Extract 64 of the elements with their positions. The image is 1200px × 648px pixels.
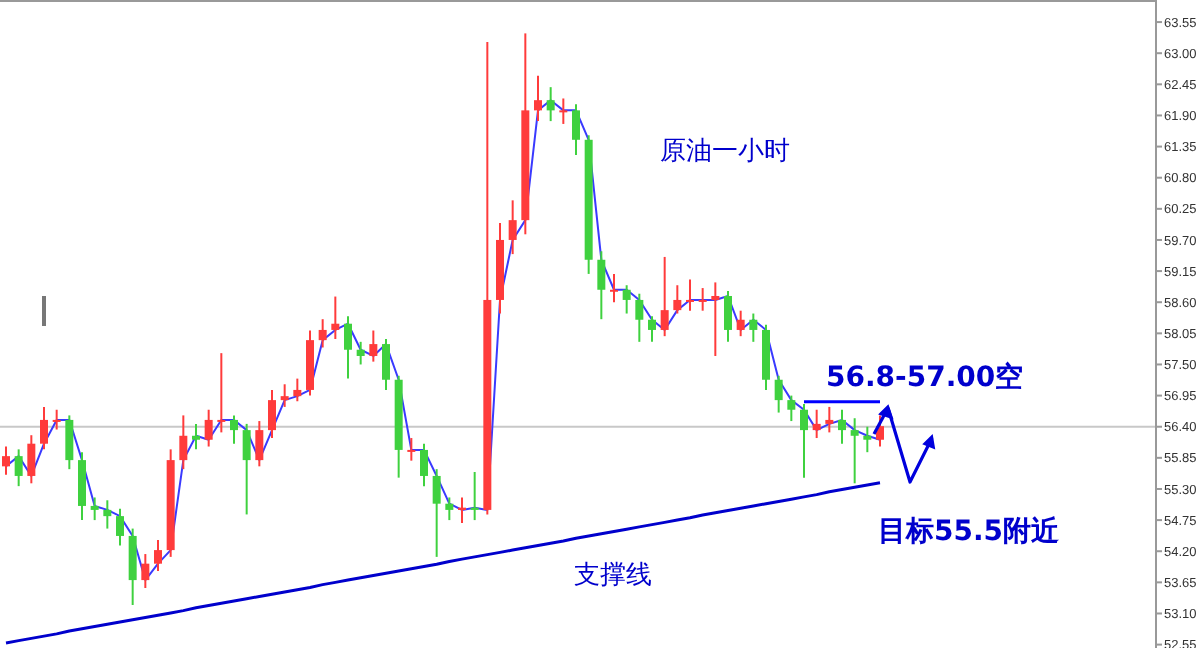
candlestick — [635, 292, 644, 343]
candlestick — [724, 289, 732, 343]
candlestick — [2, 445, 10, 476]
candlestick — [774, 374, 783, 414]
line-series — [4, 481, 882, 645]
candlestick — [344, 315, 352, 380]
candlestick — [673, 284, 682, 315]
candlestick — [280, 383, 289, 408]
candlestick — [103, 499, 112, 530]
candlestick — [838, 408, 846, 445]
annotation: 原油一小时 — [660, 137, 790, 168]
candlestick — [800, 403, 808, 479]
candlestick — [559, 97, 568, 125]
candlestick — [736, 309, 745, 338]
candlestick — [40, 405, 48, 451]
candlestick — [293, 377, 302, 403]
candlestick — [508, 199, 517, 256]
candlestick — [407, 437, 416, 462]
candlestick — [382, 338, 390, 391]
candlestick — [242, 422, 251, 516]
candlestick — [154, 538, 162, 573]
candlestick — [27, 434, 36, 485]
candlestick — [116, 507, 124, 547]
candlestick — [65, 414, 74, 471]
candlestick — [597, 250, 606, 321]
candlestick — [14, 448, 23, 488]
candlestick — [230, 414, 238, 445]
candlestick — [534, 74, 542, 123]
candlestick — [331, 295, 340, 340]
candlestick — [128, 527, 137, 606]
candlestick — [420, 442, 428, 488]
candlestick — [686, 278, 694, 312]
candlestick — [204, 408, 213, 448]
candlestick — [78, 451, 86, 522]
candlestick — [610, 272, 618, 304]
candlestick — [318, 318, 327, 349]
candlestick — [192, 422, 200, 451]
candlestick — [850, 417, 859, 485]
candlestick — [445, 496, 454, 522]
annotation: 支撑线 — [574, 561, 652, 592]
candlestick — [572, 103, 580, 157]
candlestick — [711, 281, 720, 357]
candlestick — [546, 86, 555, 123]
annotation: 56.8-57.00空 — [826, 359, 1024, 394]
candlestick — [90, 496, 99, 522]
candlestick — [217, 352, 226, 434]
candlestick — [369, 329, 378, 363]
candlestick — [268, 388, 276, 440]
candlestick — [179, 414, 188, 471]
candlestick — [863, 425, 872, 454]
candlestick — [825, 405, 834, 434]
candlestick — [356, 340, 365, 366]
candlestick — [749, 312, 758, 343]
candlestick — [52, 408, 61, 431]
candlestick — [432, 468, 441, 558]
candlestick — [622, 284, 631, 315]
candlestick — [255, 420, 264, 468]
candlestick — [648, 315, 656, 343]
candlestick — [698, 287, 707, 312]
candlestick — [141, 553, 150, 590]
candlestick — [660, 255, 669, 338]
annotation: 目标55.5附近 — [878, 513, 1062, 548]
candlestick — [812, 408, 821, 440]
candlestick — [787, 394, 796, 423]
